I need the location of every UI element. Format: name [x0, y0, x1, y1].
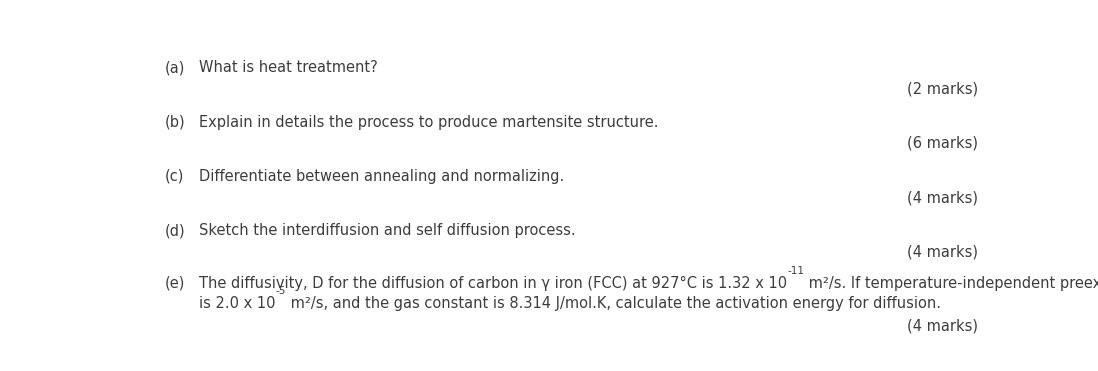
Text: Differentiate between annealing and normalizing.: Differentiate between annealing and norm… [200, 169, 564, 184]
Text: (2 marks): (2 marks) [907, 82, 978, 97]
Text: (b): (b) [165, 115, 186, 129]
Text: (6 marks): (6 marks) [907, 136, 978, 151]
Text: m²/s. If temperature-independent preexponential: m²/s. If temperature-independent preexpo… [805, 276, 1098, 291]
Text: (d): (d) [165, 223, 186, 238]
Text: Sketch the interdiffusion and self diffusion process.: Sketch the interdiffusion and self diffu… [200, 223, 576, 238]
Text: (c): (c) [165, 169, 183, 184]
Text: What is heat treatment?: What is heat treatment? [200, 60, 378, 75]
Text: -11: -11 [787, 266, 805, 276]
Text: (4 marks): (4 marks) [907, 190, 978, 205]
Text: m²/s, and the gas constant is 8.314 J/mol.K, calculate the activation energy for: m²/s, and the gas constant is 8.314 J/mo… [287, 296, 941, 312]
Text: -5: -5 [276, 286, 287, 296]
Text: The diffusivity, D for the diffusion of carbon in γ iron (FCC) at 927°C is 1.32 : The diffusivity, D for the diffusion of … [200, 276, 787, 291]
Text: (e): (e) [165, 276, 184, 291]
Text: Explain in details the process to produce martensite structure.: Explain in details the process to produc… [200, 115, 659, 129]
Text: (4 marks): (4 marks) [907, 318, 978, 333]
Text: (4 marks): (4 marks) [907, 244, 978, 259]
Text: (a): (a) [165, 60, 184, 75]
Text: is 2.0 x 10: is 2.0 x 10 [200, 296, 276, 312]
